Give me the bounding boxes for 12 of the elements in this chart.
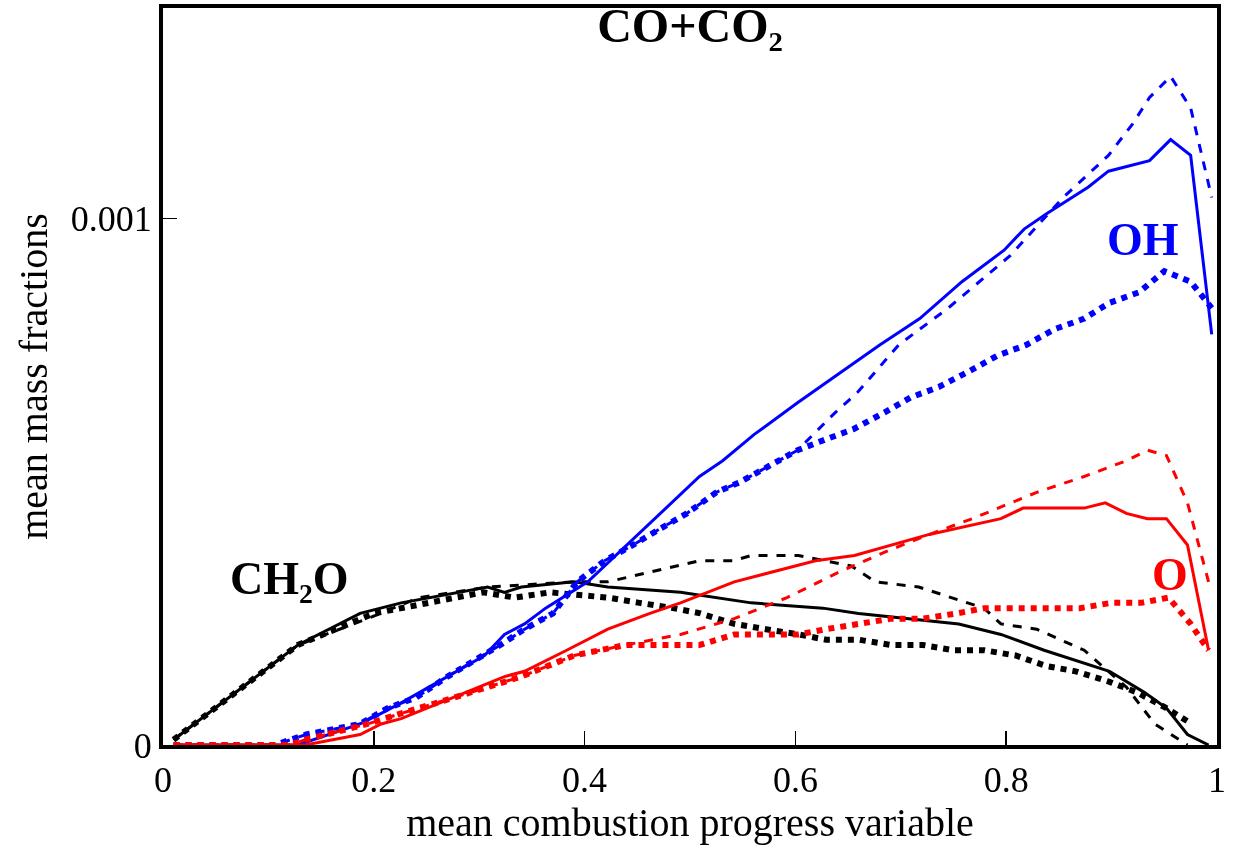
- x-tick-label: 0.2: [351, 760, 397, 801]
- series-label: OH: [1107, 214, 1179, 265]
- x-axis-title: mean combustion progress variable: [406, 800, 974, 846]
- series-label: O: [1152, 549, 1188, 600]
- x-tick-label: 0.8: [983, 760, 1029, 801]
- chart-title: CO+CO₂: [597, 0, 783, 53]
- x-tick-label: 0.6: [772, 760, 818, 801]
- y-tick-label: 0.001: [70, 199, 152, 240]
- x-tick-label: 1: [1208, 760, 1226, 801]
- x-tick-label: 0.4: [562, 760, 608, 801]
- series-label: CH₂O: [230, 553, 349, 604]
- y-axis-title: mean mass fractions: [10, 213, 56, 540]
